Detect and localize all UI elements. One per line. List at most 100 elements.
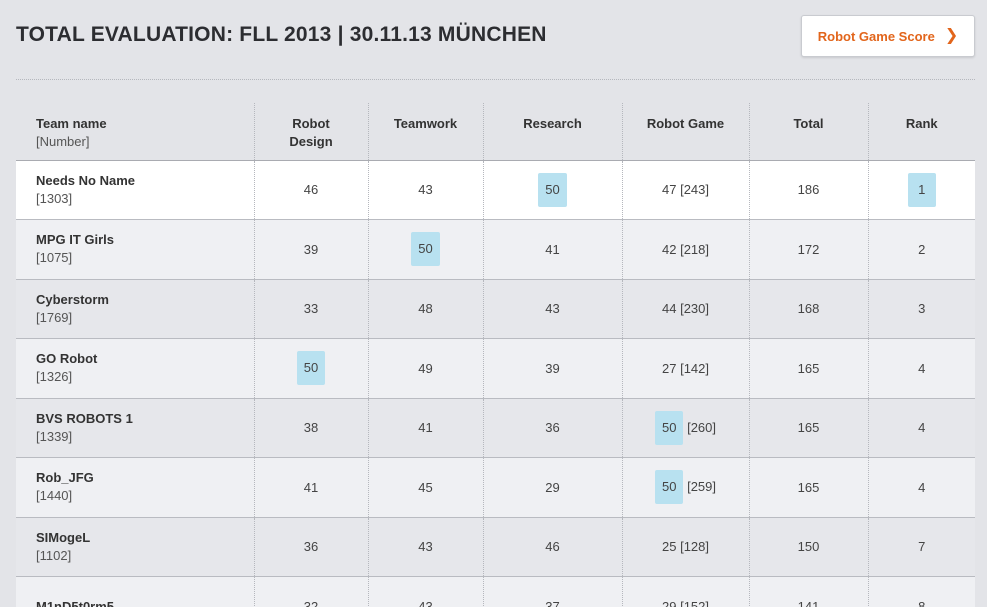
header-total[interactable]: Total	[748, 103, 868, 160]
teamwork-cell-value: 49	[418, 360, 433, 376]
header-research[interactable]: Research	[482, 103, 622, 160]
design-cell: 39	[253, 219, 368, 279]
table-row[interactable]: GO Robot [1326] 50 49 39 27 [142] 165 4	[16, 338, 975, 398]
total-cell: 165	[748, 398, 868, 458]
table-row[interactable]: Needs No Name [1303] 46 43 50 47 [243] 186 1	[16, 160, 975, 220]
header-research-label: Research	[523, 116, 582, 131]
team-cell: SIMogeL [1102]	[16, 517, 254, 577]
rank-cell: 4	[867, 398, 975, 458]
total-cell: 168	[748, 279, 868, 339]
table-row[interactable]: SIMogeL [1102] 36 43 46 25 [128] 150 7	[16, 517, 975, 577]
robot-game-score-button[interactable]: Robot Game Score ❯	[801, 15, 975, 57]
robot-game-points: [230]	[680, 301, 709, 317]
header-team[interactable]: Team name [Number]	[16, 103, 254, 160]
robot-game-cell-value: 50	[654, 470, 684, 505]
teamwork-cell: 43	[367, 576, 483, 607]
research-cell-value: 46	[545, 539, 560, 555]
total-cell: 165	[748, 457, 868, 517]
header-robot-design[interactable]: Robot Design	[253, 103, 368, 160]
design-cell-value: 41	[303, 479, 319, 495]
robot-game-cell-value: 42	[661, 241, 677, 257]
teamwork-cell-value: 43	[418, 539, 433, 555]
header-robot-game-label: Robot Game	[646, 116, 725, 131]
team-cell: BVS ROBOTS 1 [1339]	[16, 398, 254, 458]
team-cell: M1nD5t0rm5	[16, 577, 254, 607]
teamwork-cell: 43	[367, 160, 483, 220]
header-total-label: Total	[793, 116, 824, 131]
rank-cell: 4	[867, 338, 975, 398]
robot-game-points: [128]	[680, 539, 709, 555]
teamwork-cell: 43	[367, 517, 483, 577]
team-cell: Rob_JFG [1440]	[16, 458, 254, 518]
design-cell: 38	[253, 398, 368, 458]
robot-game-cell: 47 [243]	[621, 160, 749, 220]
design-cell-value: 39	[303, 241, 319, 257]
teamwork-cell: 49	[367, 338, 483, 398]
design-cell: 33	[253, 279, 368, 339]
robot-game-cell: 44 [230]	[621, 279, 749, 339]
robot-game-cell-value: 29	[661, 599, 677, 607]
header-rank[interactable]: Rank	[867, 103, 975, 160]
rank-cell-value: 4	[918, 479, 926, 495]
research-cell: 41	[482, 219, 622, 279]
team-name: M1nD5t0rm5	[36, 598, 115, 607]
rank-cell-value: 4	[918, 420, 926, 436]
team-number: [1339]	[36, 428, 73, 444]
table-row[interactable]: BVS ROBOTS 1 [1339] 38 41 36 50 [260] 165 4	[16, 398, 975, 458]
teamwork-cell: 50	[367, 219, 483, 279]
header-robot-game[interactable]: Robot Game	[621, 103, 749, 160]
team-cell: Cyberstorm [1769]	[16, 279, 254, 339]
design-cell-value: 46	[303, 182, 319, 198]
table-row[interactable]: Rob_JFG [1440] 41 45 29 50 [259] 165 4	[16, 457, 975, 518]
rank-cell-value: 7	[918, 539, 926, 555]
research-cell-value: 50	[538, 172, 567, 207]
total-cell-value: 141	[797, 599, 820, 607]
design-cell-value: 50	[296, 351, 326, 386]
rank-cell-value: 1	[907, 172, 936, 207]
robot-game-points: [243]	[680, 182, 709, 198]
total-cell-value: 172	[797, 241, 820, 257]
robot-game-points: [218]	[680, 241, 709, 257]
header-teamwork[interactable]: Teamwork	[367, 103, 483, 160]
rank-cell: 7	[867, 517, 975, 577]
robot-game-points: [259]	[687, 479, 716, 495]
robot-game-cell: 42 [218]	[621, 219, 749, 279]
rank-cell: 3	[867, 279, 975, 339]
total-cell: 172	[748, 219, 868, 279]
page-header: TOTAL EVALUATION: FLL 2013 | 30.11.13 MÜ…	[16, 0, 975, 80]
research-cell: 39	[482, 338, 622, 398]
design-cell-value: 32	[303, 599, 319, 607]
robot-game-score-label: Robot Game Score	[817, 28, 935, 44]
rank-cell: 2	[867, 219, 975, 279]
table-header-row: Team name [Number] Robot Design Teamwork…	[16, 103, 975, 160]
table-row[interactable]: MPG IT Girls [1075] 39 50 41 42 [218] 172 2	[16, 219, 975, 280]
team-name: Rob_JFG	[36, 470, 94, 486]
rank-cell-value: 3	[918, 301, 926, 317]
table-row[interactable]: Cyberstorm [1769] 33 48 43 44 [230] 168 3	[16, 279, 975, 339]
header-team-label: Team name	[36, 116, 107, 131]
team-cell: MPG IT Girls [1075]	[16, 220, 254, 280]
robot-game-points: [142]	[680, 360, 709, 376]
total-cell-value: 186	[797, 182, 820, 198]
design-cell: 36	[253, 517, 368, 577]
page-title: TOTAL EVALUATION: FLL 2013 | 30.11.13 MÜ…	[16, 23, 547, 46]
research-cell-value: 36	[545, 420, 560, 436]
design-cell-value: 33	[303, 301, 319, 317]
research-cell: 43	[482, 279, 622, 339]
teamwork-cell-value: 43	[418, 599, 433, 607]
robot-game-cell-value: 44	[661, 301, 677, 317]
teamwork-cell-value: 45	[418, 479, 433, 495]
team-number: [1303]	[36, 190, 73, 206]
team-name: Needs No Name	[36, 172, 135, 188]
total-cell-value: 165	[797, 360, 820, 376]
table-row[interactable]: M1nD5t0rm5 32 43 37 29 [152] 141 8	[16, 576, 975, 607]
robot-game-cell-value: 50	[654, 410, 684, 445]
rank-cell-value: 4	[918, 360, 926, 376]
teamwork-cell: 45	[367, 457, 483, 517]
robot-game-cell: 50 [260]	[621, 398, 749, 458]
team-name: BVS ROBOTS 1	[36, 410, 133, 426]
robot-game-points: [152]	[680, 599, 709, 607]
total-cell: 186	[748, 160, 868, 220]
teamwork-cell-value: 41	[418, 420, 433, 436]
rank-cell: 1	[867, 160, 975, 220]
